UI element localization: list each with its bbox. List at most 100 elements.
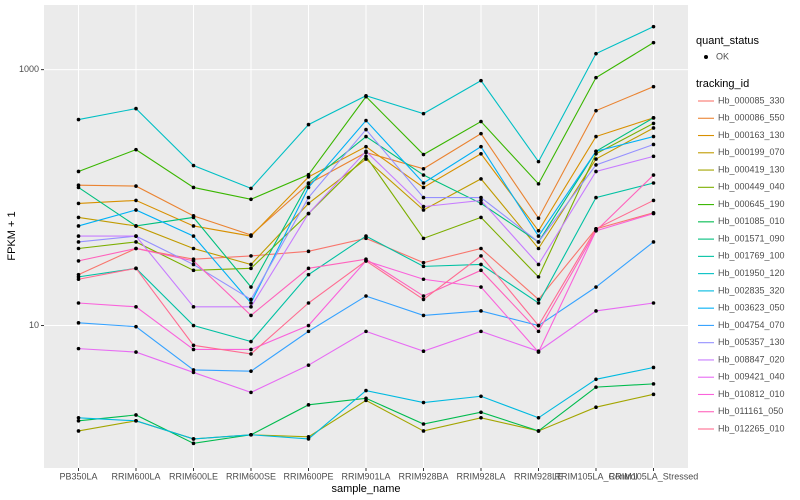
point <box>191 437 196 441</box>
point <box>594 169 598 174</box>
point <box>134 234 138 238</box>
point <box>76 429 81 433</box>
point <box>134 224 138 228</box>
point <box>134 266 138 271</box>
point <box>76 224 81 228</box>
point <box>479 119 483 124</box>
point <box>191 343 196 348</box>
point <box>421 313 426 318</box>
point <box>421 166 426 171</box>
point <box>134 240 138 244</box>
point <box>306 363 311 367</box>
point <box>651 154 656 159</box>
point <box>536 246 541 251</box>
point <box>306 249 311 254</box>
point <box>134 413 138 417</box>
point <box>249 313 253 318</box>
point <box>651 126 656 130</box>
legend-key <box>704 55 708 59</box>
point <box>594 51 598 56</box>
point <box>76 419 81 423</box>
point <box>76 215 81 220</box>
point <box>76 201 81 206</box>
point <box>76 169 81 174</box>
point <box>594 405 598 409</box>
point <box>536 275 541 279</box>
point <box>364 134 368 139</box>
point <box>651 116 656 120</box>
point <box>191 347 196 352</box>
point <box>364 149 368 154</box>
point <box>306 272 311 277</box>
point <box>536 240 541 244</box>
point <box>479 254 483 258</box>
point <box>536 234 541 238</box>
point <box>249 186 253 191</box>
point <box>421 277 426 282</box>
point <box>364 118 368 123</box>
point <box>76 185 81 190</box>
point <box>306 122 311 127</box>
x-axis-title: sample_name <box>331 483 400 495</box>
point <box>191 234 196 238</box>
point <box>249 347 253 352</box>
point <box>594 309 598 313</box>
x-tick-label: RRIM928LA <box>456 471 505 481</box>
point <box>306 329 311 334</box>
point <box>249 339 253 344</box>
point <box>479 144 483 149</box>
point <box>651 134 656 139</box>
point <box>191 215 196 220</box>
point <box>134 184 138 188</box>
point <box>134 106 138 111</box>
point <box>421 111 426 116</box>
point <box>134 350 138 354</box>
point <box>76 321 81 325</box>
point <box>306 437 311 441</box>
legend-label: Hb_001769_100 <box>718 251 785 261</box>
point <box>651 365 656 370</box>
legend-label: Hb_012265_010 <box>718 423 785 433</box>
point <box>421 297 426 302</box>
point <box>651 392 656 397</box>
point <box>479 394 483 399</box>
point <box>651 181 656 185</box>
point <box>536 429 541 433</box>
point <box>364 388 368 393</box>
point <box>594 285 598 289</box>
point <box>594 134 598 139</box>
point <box>76 240 81 244</box>
point <box>421 195 426 200</box>
y-tick-label: 10 <box>29 320 39 330</box>
point <box>479 416 483 420</box>
point <box>364 144 368 149</box>
point <box>651 382 656 386</box>
legend-title: tracking_id <box>696 78 749 90</box>
point <box>536 262 541 267</box>
point <box>249 266 253 271</box>
point <box>421 260 426 265</box>
point <box>479 329 483 334</box>
point <box>249 390 253 395</box>
point <box>421 429 426 433</box>
point <box>536 329 541 334</box>
legend-label: Hb_010812_010 <box>718 389 785 399</box>
legend-label: Hb_009421_040 <box>718 372 785 382</box>
point <box>651 240 656 244</box>
point <box>191 268 196 273</box>
point <box>651 173 656 177</box>
point <box>421 422 426 426</box>
point <box>421 236 426 241</box>
point <box>594 377 598 382</box>
point <box>479 268 483 273</box>
point <box>191 370 196 375</box>
x-tick-label: RRIM928BA <box>398 471 448 481</box>
legend-label: Hb_001571_090 <box>718 233 785 243</box>
point <box>594 157 598 161</box>
x-tick-label: RRIM105LA_Control <box>554 471 637 481</box>
point <box>76 277 81 282</box>
x-tick-label: RRIM600LA <box>111 471 160 481</box>
point <box>76 234 81 238</box>
point <box>479 195 483 200</box>
